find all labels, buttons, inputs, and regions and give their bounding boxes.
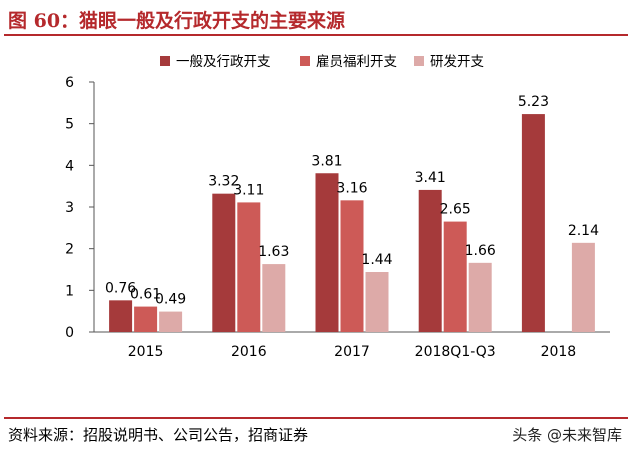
bar (443, 221, 467, 332)
bar (571, 242, 595, 332)
source-divider (4, 417, 628, 419)
bar (521, 114, 545, 332)
x-tick-label: 2018Q1-Q3 (415, 344, 496, 360)
data-label: 1.66 (465, 243, 496, 259)
legend-swatch (414, 56, 424, 66)
figure-title: 图 60：猫眼一般及行政开支的主要来源 (8, 10, 346, 32)
y-tick-label: 5 (65, 117, 74, 133)
y-axis: 0 1 2 3 4 5 6 (65, 75, 95, 341)
bar (418, 189, 442, 332)
data-label: 3.11 (233, 182, 264, 198)
bar (212, 193, 236, 332)
bar (134, 306, 158, 332)
data-label: 1.44 (361, 252, 392, 268)
y-tick-label: 3 (65, 200, 74, 216)
legend-label: 雇员福利开支 (316, 53, 397, 70)
bar (159, 311, 183, 332)
data-label: 0.61 (130, 287, 161, 303)
x-tick-label: 2017 (334, 344, 370, 360)
data-label: 3.16 (336, 180, 367, 196)
bar (468, 262, 492, 332)
data-label: 1.63 (258, 244, 289, 260)
x-tick-label: 2018 (541, 344, 577, 360)
bar (340, 200, 364, 332)
data-label: 3.41 (415, 170, 446, 186)
bar (262, 264, 286, 332)
x-axis: 2015 2016 2017 2018Q1-Q3 2018 (94, 331, 610, 360)
data-label: 2.14 (568, 223, 599, 239)
y-tick-label: 1 (65, 283, 74, 299)
watermark: 头条 @未来智库 (512, 426, 622, 444)
legend: 一般及行政开支 雇员福利开支 研发开支 (160, 53, 484, 70)
bar (365, 272, 389, 332)
data-label: 5.23 (518, 94, 549, 110)
legend-label: 研发开支 (430, 54, 484, 70)
y-tick-label: 6 (65, 75, 74, 91)
bar (109, 300, 133, 332)
legend-swatch (160, 56, 170, 66)
data-label: 2.65 (440, 202, 471, 218)
x-tick-label: 2015 (128, 344, 164, 360)
source-note: 资料来源：招股说明书、公司公告，招商证券 (8, 426, 309, 444)
legend-label: 一般及行政开支 (176, 54, 271, 70)
bar (315, 173, 339, 332)
legend-swatch (300, 56, 310, 66)
y-tick-label: 0 (65, 325, 74, 341)
data-label: 0.76 (105, 280, 136, 296)
bar (237, 202, 261, 332)
data-label: 3.32 (208, 174, 239, 190)
bars (109, 114, 595, 332)
data-labels: 0.76 3.32 3.81 3.41 5.23 0.61 3.11 3.16 2.65 0.49… (105, 94, 599, 308)
title-divider (4, 34, 628, 36)
y-tick-label: 4 (65, 158, 74, 174)
y-tick-label: 2 (65, 242, 74, 258)
data-label: 3.81 (311, 153, 342, 169)
data-label: 0.49 (155, 292, 186, 308)
x-tick-label: 2016 (231, 344, 267, 360)
